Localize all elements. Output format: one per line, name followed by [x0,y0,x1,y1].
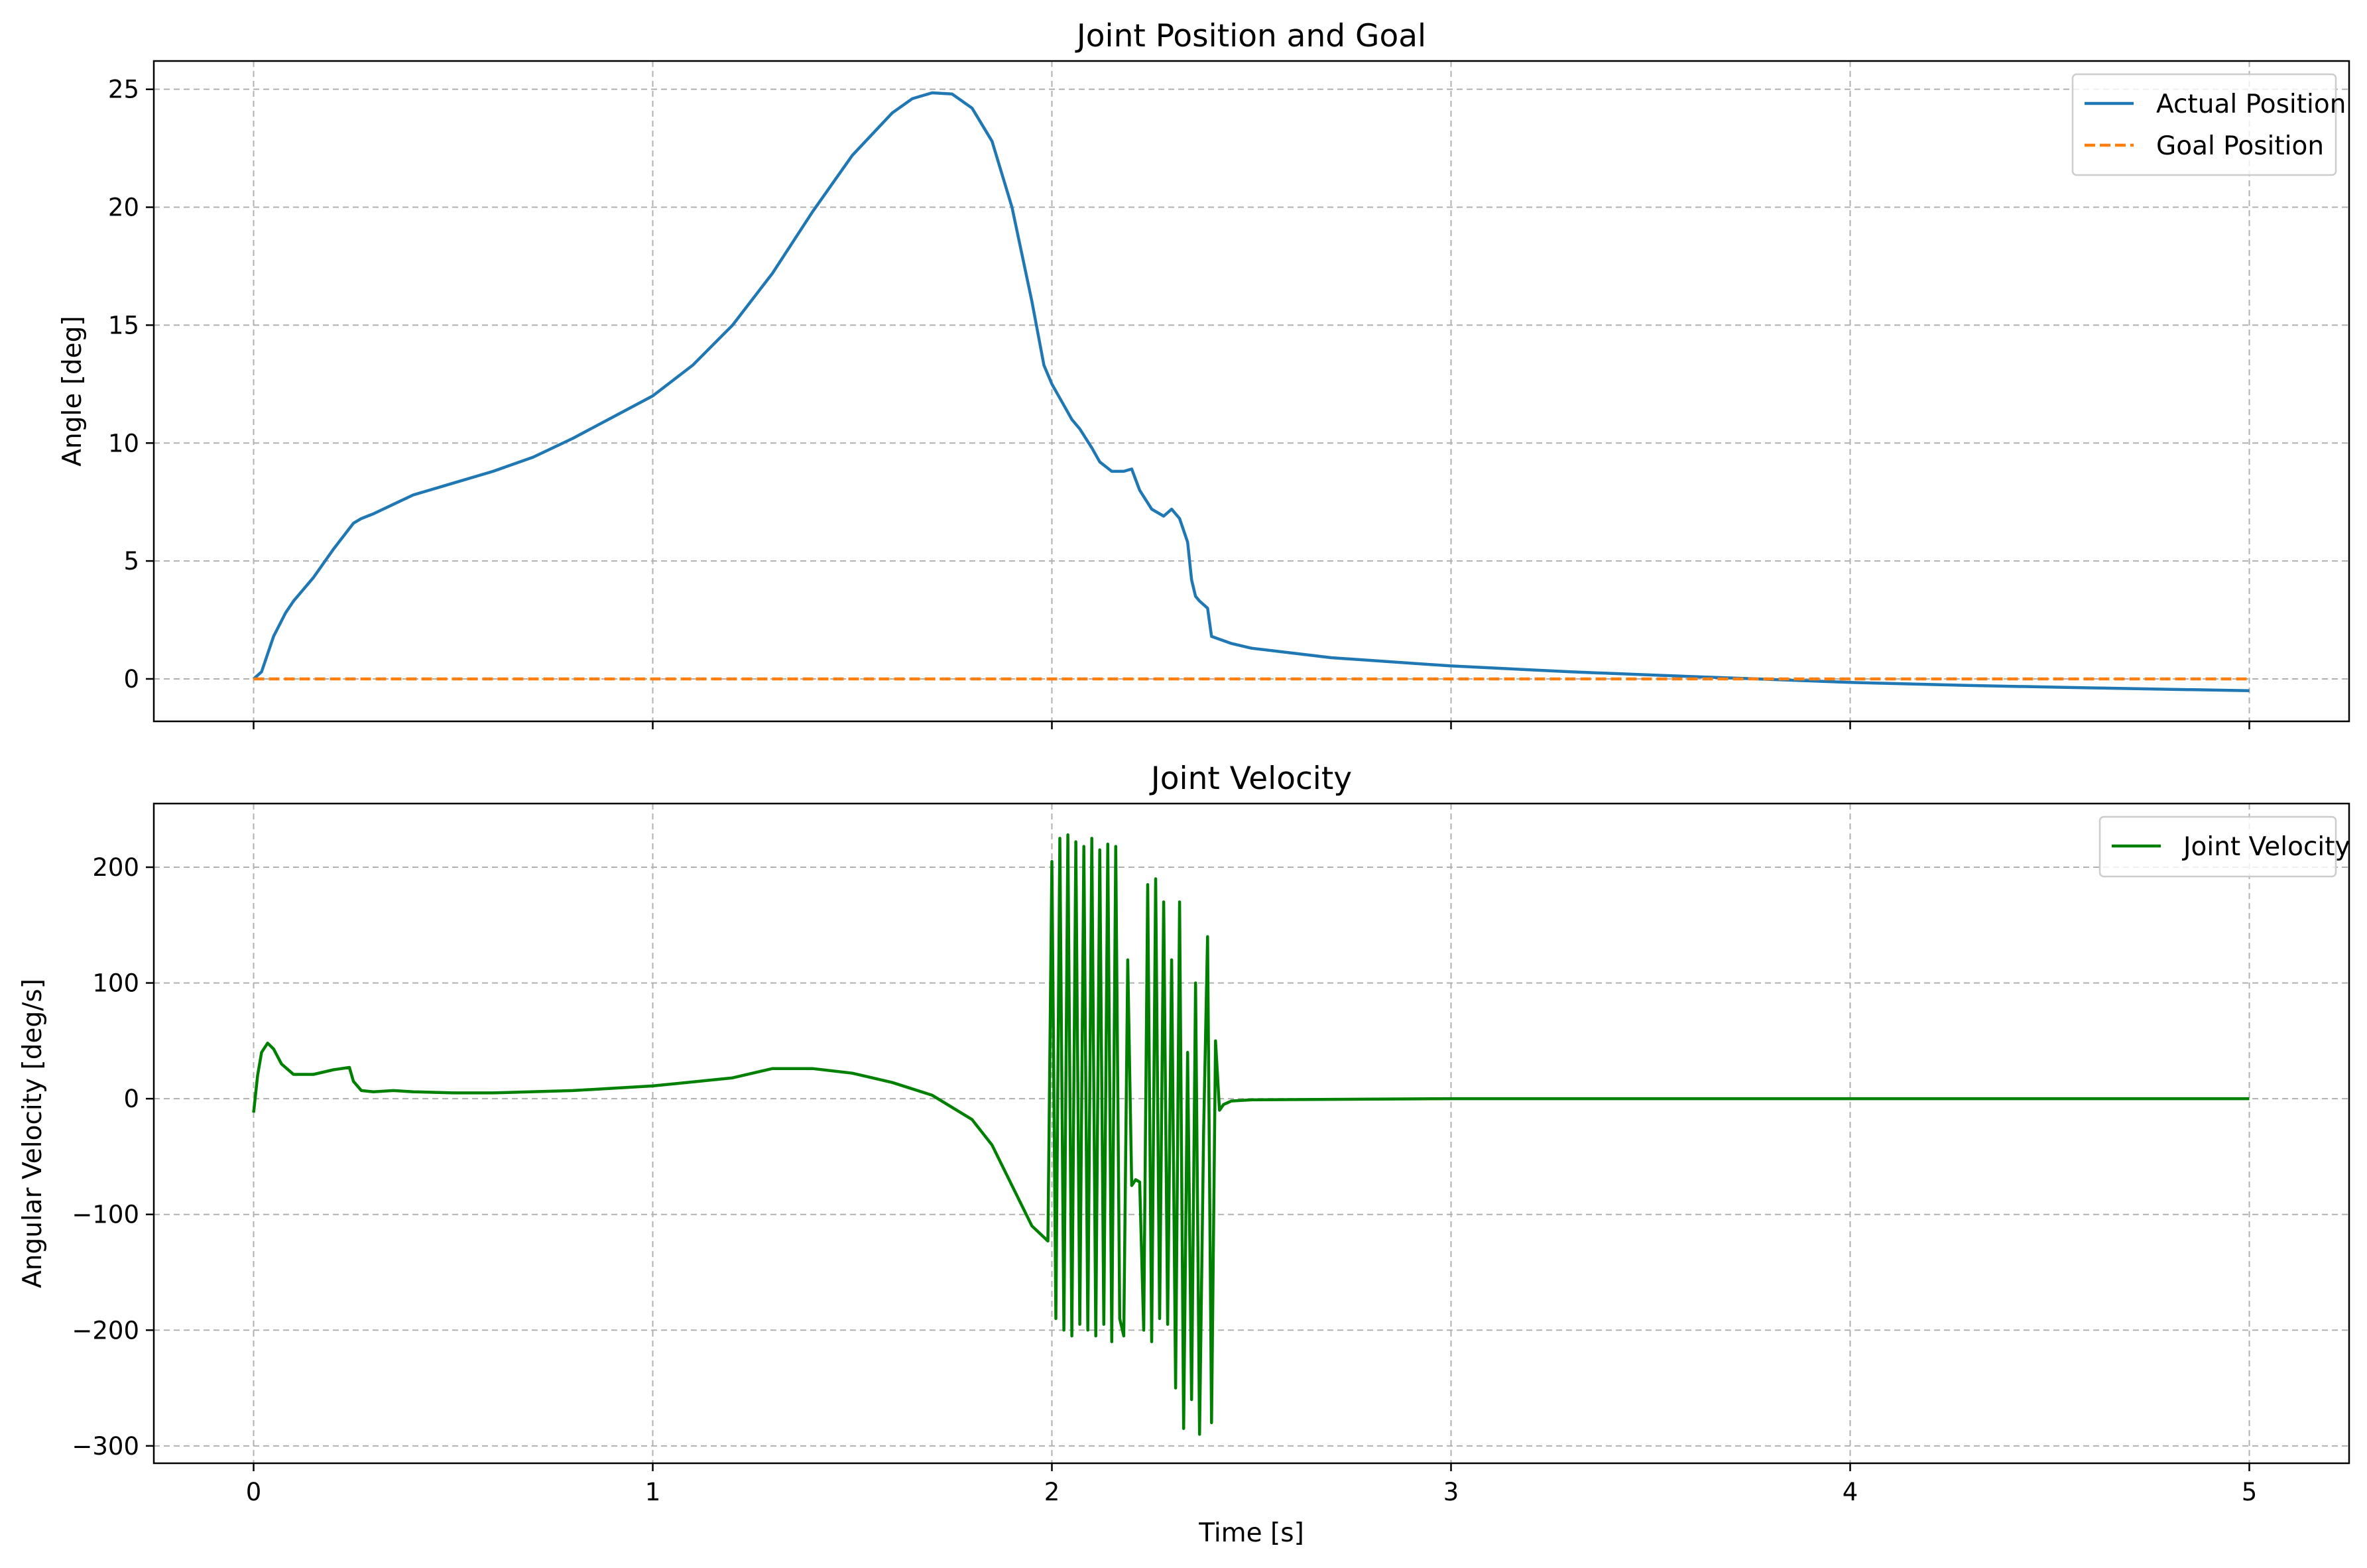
y-tick-label: 200 [92,853,139,882]
x-tick-label: 4 [1843,1478,1858,1506]
legend-label-joint-velocity: Joint Velocity [2181,832,2350,862]
y-tick-label: 0 [123,665,139,694]
legend-label-actual-position: Actual Position [2156,90,2346,119]
x-tick-label: 1 [645,1478,661,1506]
x-tick-label: 5 [2242,1478,2258,1506]
y-tick-label: 100 [92,969,139,998]
y-tick-label: 20 [108,194,139,222]
x-tick-label: 3 [1443,1478,1459,1506]
velocity-legend-box [2098,815,2337,878]
position-series [253,91,2250,693]
velocity-x-axis-label: Time [s] [1198,1518,1304,1548]
velocity-chart-title: Joint Velocity [1149,760,1352,797]
position-axes-frame [152,60,2350,723]
position-subplot: 0 5 10 15 20 25 Joint Position and Goal Angle… [58,18,2350,729]
y-tick-label: 25 [108,76,139,104]
y-tick-label: 15 [108,311,139,339]
velocity-y-axis-label: Angular Velocity [deg/s] [18,979,48,1288]
x-tick-label: 2 [1044,1478,1060,1506]
y-tick-label: −300 [72,1432,139,1461]
velocity-axes-frame [152,802,2350,1465]
position-y-axis-label: Angle [deg] [58,316,88,466]
y-tick-label: −200 [72,1316,139,1345]
series-line-actual-position [253,91,2250,693]
y-tick-label: 5 [123,547,139,575]
velocity-series [252,833,2250,1436]
position-ticks: 0 5 10 15 20 25 [108,76,2250,729]
position-legend-box [2071,73,2337,176]
position-chart-title: Joint Position and Goal [1075,18,1426,54]
velocity-ticks: 0 1 2 3 4 5 −300 −200 −100 0 100 200 [72,853,2257,1506]
y-tick-label: 0 [123,1085,139,1113]
y-tick-label: −100 [72,1201,139,1229]
legend-label-goal-position: Goal Position [2156,131,2324,161]
velocity-legend: Joint Velocity [2098,815,2350,878]
velocity-subplot: 0 1 2 3 4 5 −300 −200 −100 0 100 200 Joint Velocity… [18,760,2350,1548]
series-line-joint-velocity [252,833,2250,1436]
y-tick-label: 10 [108,429,139,457]
position-legend: Actual Position Goal Position [2071,73,2346,176]
x-tick-label: 0 [246,1478,262,1506]
